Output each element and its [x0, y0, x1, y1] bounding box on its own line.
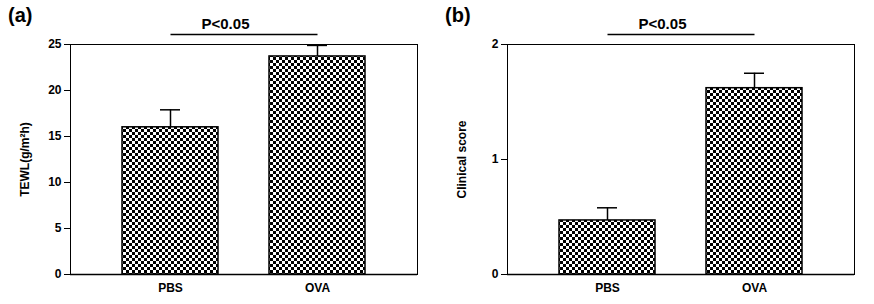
- html-text:(a): (a): [8, 4, 33, 26]
- svg-text:P<0.05: P<0.05: [639, 15, 687, 32]
- html-text:(b): (b): [445, 4, 471, 26]
- svg-text:P<0.05: P<0.05: [202, 15, 250, 32]
- svg-text:15: 15: [48, 129, 62, 143]
- svg-text:0: 0: [55, 267, 62, 281]
- svg-text:Clinical score: Clinical score: [455, 120, 469, 198]
- svg-text:PBS: PBS: [595, 281, 620, 295]
- svg-text:OVA: OVA: [742, 281, 767, 295]
- svg-text:2: 2: [492, 37, 499, 51]
- svg-text:TEWL(g/m²h): TEWL(g/m²h): [18, 122, 32, 197]
- svg-text:1: 1: [492, 152, 499, 166]
- svg-text:25: 25: [48, 37, 62, 51]
- svg-text:5: 5: [55, 221, 62, 235]
- svg-text:OVA: OVA: [305, 281, 330, 295]
- svg-text:0: 0: [492, 267, 499, 281]
- svg-text:20: 20: [48, 83, 62, 97]
- svg-text:PBS: PBS: [158, 281, 183, 295]
- svg-text:10: 10: [48, 175, 62, 189]
